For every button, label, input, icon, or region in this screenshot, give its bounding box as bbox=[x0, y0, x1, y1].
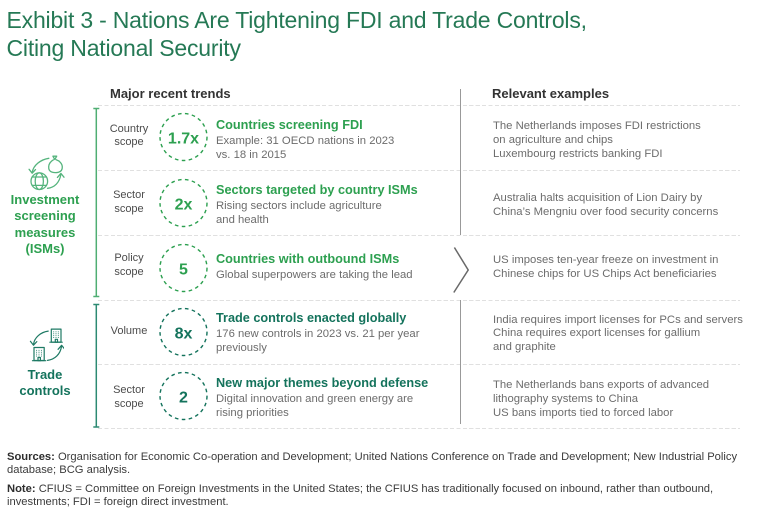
svg-text:2: 2 bbox=[179, 389, 188, 406]
svg-text:5: 5 bbox=[179, 261, 188, 278]
svg-text:2x: 2x bbox=[175, 196, 193, 213]
svg-text:8x: 8x bbox=[175, 325, 193, 342]
svg-text:1.7x: 1.7x bbox=[168, 130, 199, 147]
